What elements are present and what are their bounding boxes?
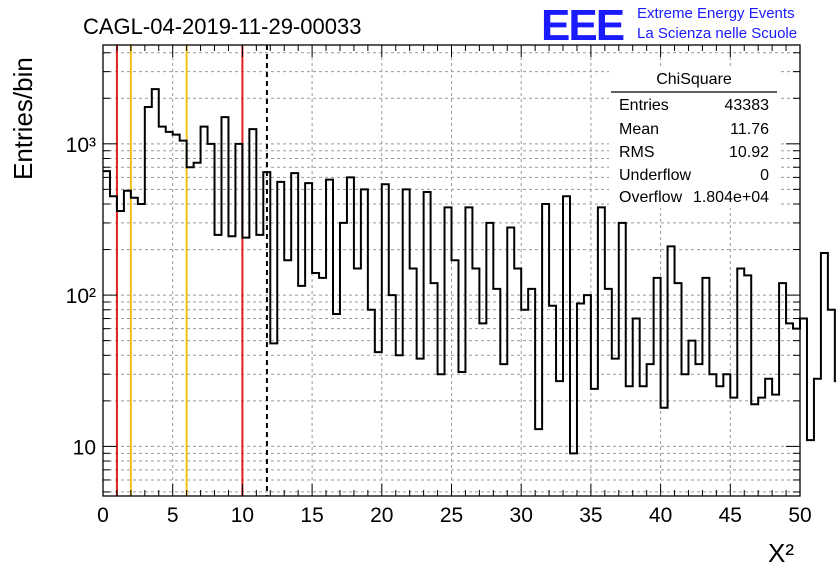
x-tick-label: 25: [440, 504, 463, 527]
stats-label-underflow: Underflow: [619, 167, 691, 184]
x-tick-label: 10: [231, 504, 254, 527]
x-tick-label: 20: [370, 504, 393, 527]
x-tick-label: 50: [788, 504, 811, 527]
stats-label-rms: RMS: [619, 144, 655, 161]
stats-label-entries: Entries: [619, 97, 669, 114]
stats-value-underflow: 0: [760, 167, 769, 184]
stats-box: ChiSquare Entries 43383 Mean 11.76 RMS 1…: [609, 68, 779, 208]
logo-line-1: Extreme Energy Events: [637, 5, 795, 22]
chart-title: CAGL-04-2019-11-29-00033: [83, 14, 361, 39]
reference-lines: [115, 45, 268, 496]
stats-label-overflow: Overflow: [619, 189, 683, 206]
x-tick-label: 30: [510, 504, 533, 527]
stats-value-rms: 10.92: [729, 144, 769, 161]
x-tick-label: 15: [300, 504, 323, 527]
x-tick-label: 5: [167, 504, 179, 527]
x-tick-label: 0: [97, 504, 109, 527]
stats-value-entries: 43383: [725, 97, 770, 114]
x-axis-label: X²: [768, 538, 794, 568]
x-tick-label: 45: [719, 504, 742, 527]
logo-line-2: La Scienza nelle Scuole: [637, 25, 797, 42]
stats-value-overflow: 1.804e+04: [693, 189, 769, 206]
stats-title: ChiSquare: [656, 71, 732, 88]
y-tick-label: 10: [73, 436, 96, 459]
eee-logo: EEE: [541, 1, 624, 50]
axis-ticks: 0 5 10 15 20 25 30 35 40 45 50 10 10² 10³: [66, 45, 812, 527]
histogram-line: [103, 88, 836, 455]
y-axis-label: Entries/bin: [8, 57, 38, 180]
x-tick-label: 40: [649, 504, 672, 527]
stats-value-mean: 11.76: [730, 121, 769, 138]
x-tick-label: 35: [579, 504, 602, 527]
stats-label-mean: Mean: [619, 121, 659, 138]
y-tick-label: 10³: [66, 134, 96, 157]
stats-box-bg: [609, 68, 779, 208]
y-tick-label: 10²: [66, 285, 96, 308]
